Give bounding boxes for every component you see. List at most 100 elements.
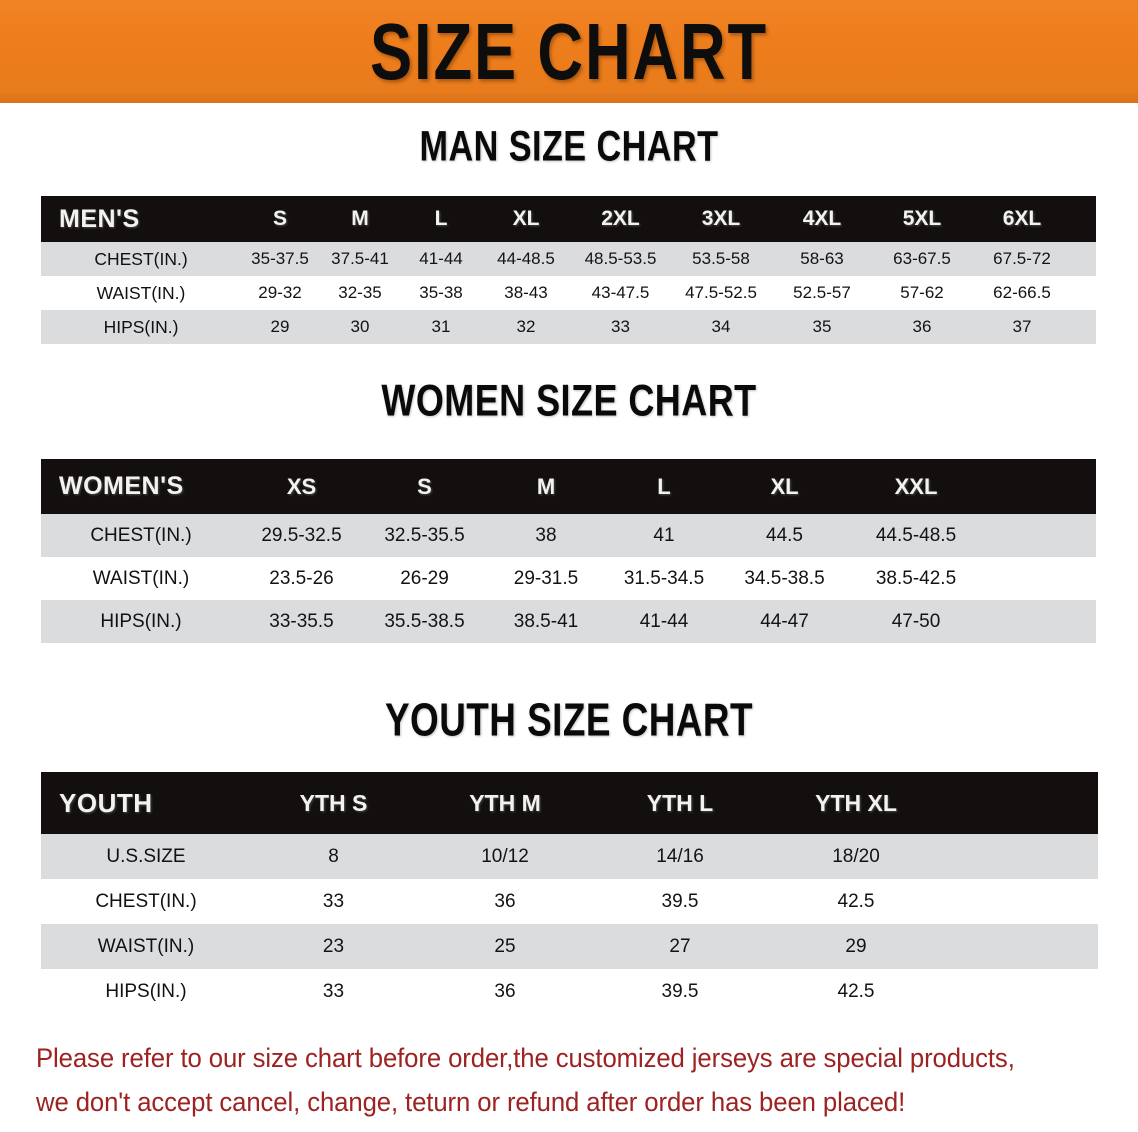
page-banner: SIZE CHART [0,0,1138,103]
men-cell-2-0: 29 [241,310,319,344]
men-cell-2-8: 37 [972,310,1072,344]
table-row: WAIST(IN.) 29-32 32-35 35-38 38-43 43-47… [41,276,1096,310]
table-row: CHEST(IN.) 33 36 39.5 42.5 [41,879,1098,924]
women-cell-0-0: 29.5-32.5 [241,514,362,557]
youth-cell-2-0: 23 [251,924,416,969]
men-cell-1-4: 43-47.5 [571,276,670,310]
men-cell-0-5: 53.5-58 [670,242,772,276]
table-row: HIPS(IN.) 29 30 31 32 33 34 35 36 37 [41,310,1096,344]
men-cell-0-6: 58-63 [772,242,872,276]
men-cell-0-3: 44-48.5 [481,242,571,276]
women-cell-0-1: 32.5-35.5 [362,514,487,557]
women-cell-1-3: 31.5-34.5 [605,557,723,600]
women-cell-1-4: 34.5-38.5 [723,557,846,600]
youth-row-filler-0 [946,834,1098,879]
men-cell-1-6: 52.5-57 [772,276,872,310]
men-cell-1-0: 29-32 [241,276,319,310]
women-row-filler-1 [986,557,1096,600]
men-cell-2-3: 32 [481,310,571,344]
women-cell-2-1: 35.5-38.5 [362,600,487,643]
youth-cell-2-3: 29 [766,924,946,969]
women-cell-1-2: 29-31.5 [487,557,605,600]
men-cell-0-4: 48.5-53.5 [571,242,670,276]
women-header-label: WOMEN'S [41,459,241,514]
men-cell-0-7: 63-67.5 [872,242,972,276]
men-cell-2-7: 36 [872,310,972,344]
table-row: WAIST(IN.) 23 25 27 29 [41,924,1098,969]
men-cell-2-6: 35 [772,310,872,344]
men-header-label: MEN'S [41,196,241,242]
youth-cell-3-3: 42.5 [766,969,946,1014]
page-title: SIZE CHART [369,6,769,97]
youth-cell-0-3: 18/20 [766,834,946,879]
women-size-col-5: XXL [846,459,986,514]
return-policy-disclaimer: Please refer to our size chart before or… [36,1036,1072,1124]
men-size-col-4: 2XL [571,196,670,242]
youth-cell-0-1: 10/12 [416,834,594,879]
youth-cell-3-1: 36 [416,969,594,1014]
men-cell-1-3: 38-43 [481,276,571,310]
women-cell-2-0: 33-35.5 [241,600,362,643]
women-size-col-4: XL [723,459,846,514]
women-cell-0-3: 41 [605,514,723,557]
women-row-label-0: CHEST(IN.) [41,514,241,557]
men-cell-1-1: 32-35 [319,276,401,310]
youth-cell-1-1: 36 [416,879,594,924]
youth-header-filler [946,772,1098,834]
youth-row-filler-1 [946,879,1098,924]
table-row: WAIST(IN.) 23.5-26 26-29 29-31.5 31.5-34… [41,557,1096,600]
men-cell-2-2: 31 [401,310,481,344]
youth-row-filler-3 [946,969,1098,1014]
youth-cell-1-2: 39.5 [594,879,766,924]
youth-size-col-2: YTH L [594,772,766,834]
women-row-filler-0 [986,514,1096,557]
men-row-filler-0 [1072,242,1096,276]
women-cell-0-5: 44.5-48.5 [846,514,986,557]
youth-row-label-2: WAIST(IN.) [41,924,251,969]
men-size-col-0: S [241,196,319,242]
youth-cell-3-2: 39.5 [594,969,766,1014]
women-size-col-2: M [487,459,605,514]
youth-cell-1-0: 33 [251,879,416,924]
men-cell-2-5: 34 [670,310,772,344]
women-header-filler [986,459,1096,514]
men-size-col-7: 5XL [872,196,972,242]
women-row-filler-2 [986,600,1096,643]
women-cell-0-4: 44.5 [723,514,846,557]
men-size-col-1: M [319,196,401,242]
women-size-col-1: S [362,459,487,514]
youth-size-col-3: YTH XL [766,772,946,834]
disclaimer-line-2: we don't accept cancel, change, teturn o… [36,1087,906,1117]
men-size-col-6: 4XL [772,196,872,242]
men-header-row: MEN'S S M L XL 2XL 3XL 4XL 5XL 6XL [41,196,1096,242]
men-cell-0-1: 37.5-41 [319,242,401,276]
youth-row-label-0: U.S.SIZE [41,834,251,879]
women-cell-2-4: 44-47 [723,600,846,643]
men-row-filler-1 [1072,276,1096,310]
men-row-filler-2 [1072,310,1096,344]
youth-row-label-1: CHEST(IN.) [41,879,251,924]
women-cell-2-3: 41-44 [605,600,723,643]
women-cell-0-2: 38 [487,514,605,557]
youth-cell-0-0: 8 [251,834,416,879]
women-cell-2-5: 47-50 [846,600,986,643]
men-size-col-2: L [401,196,481,242]
women-cell-2-2: 38.5-41 [487,600,605,643]
youth-size-col-0: YTH S [251,772,416,834]
men-cell-1-5: 47.5-52.5 [670,276,772,310]
women-cell-1-5: 38.5-42.5 [846,557,986,600]
men-cell-0-2: 41-44 [401,242,481,276]
men-size-col-8: 6XL [972,196,1072,242]
youth-header-row: YOUTH YTH S YTH M YTH L YTH XL [41,772,1098,834]
youth-row-label-3: HIPS(IN.) [41,969,251,1014]
table-row: HIPS(IN.) 33-35.5 35.5-38.5 38.5-41 41-4… [41,600,1096,643]
disclaimer-line-1: Please refer to our size chart before or… [36,1043,1015,1073]
men-size-col-3: XL [481,196,571,242]
men-cell-0-8: 67.5-72 [972,242,1072,276]
men-cell-1-2: 35-38 [401,276,481,310]
women-cell-1-0: 23.5-26 [241,557,362,600]
men-cell-2-4: 33 [571,310,670,344]
men-size-col-5: 3XL [670,196,772,242]
men-cell-0-0: 35-37.5 [241,242,319,276]
women-size-table: WOMEN'S XS S M L XL XXL CHEST(IN.) 29.5-… [41,459,1096,643]
